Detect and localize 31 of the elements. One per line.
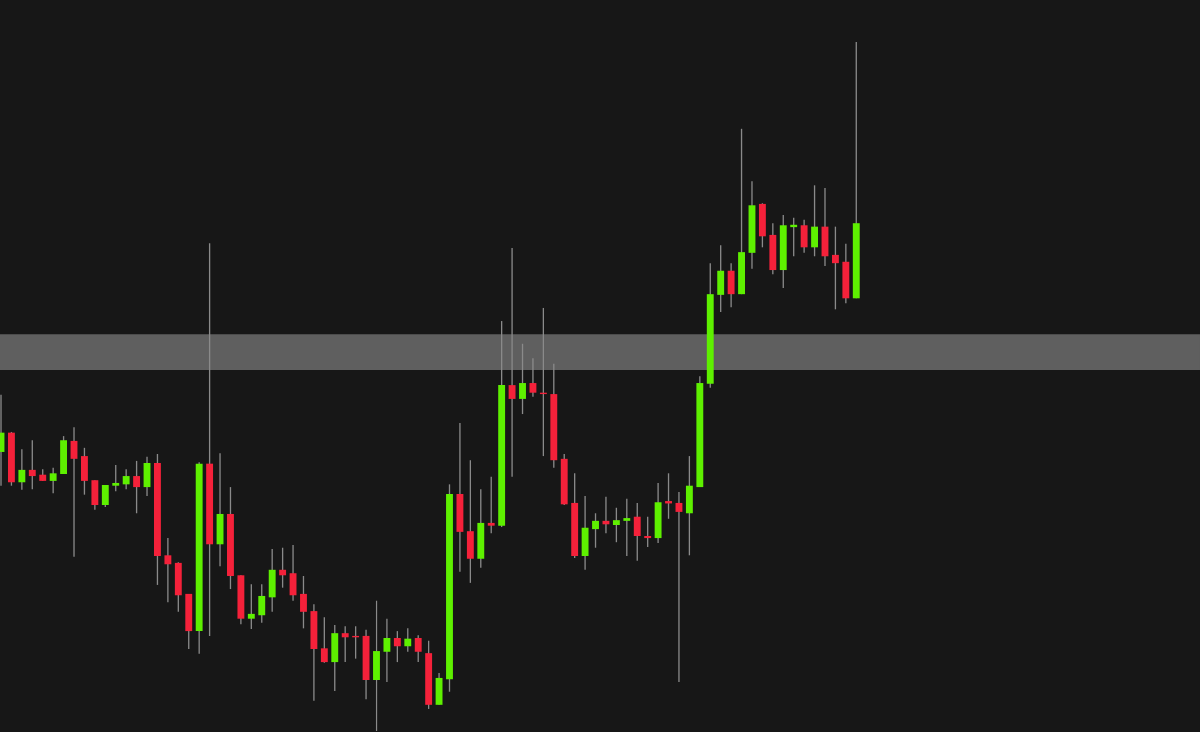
candlestick	[133, 460, 141, 514]
candlestick	[623, 498, 631, 557]
candlestick	[487, 476, 495, 534]
candlestick	[279, 547, 287, 589]
candlestick	[101, 484, 109, 508]
candlestick	[800, 219, 808, 254]
candlestick	[258, 583, 266, 624]
candlestick	[508, 247, 516, 478]
candlestick	[112, 464, 120, 492]
candlestick	[633, 502, 641, 562]
candlestick	[320, 616, 328, 664]
candlestick	[164, 537, 172, 603]
candlestick	[122, 468, 130, 490]
candlestick	[727, 262, 735, 308]
candlestick	[519, 343, 526, 415]
candlestick	[612, 507, 620, 543]
candlestick	[300, 575, 307, 629]
candlestick	[592, 512, 599, 549]
candlestick	[811, 184, 818, 257]
candlestick	[393, 630, 401, 663]
candlestick	[28, 439, 36, 490]
candlestick	[414, 634, 422, 663]
candlestick	[404, 627, 412, 653]
candlestick	[247, 583, 255, 630]
candlestick	[831, 225, 839, 310]
candlestick	[18, 448, 26, 491]
candlestick	[341, 625, 349, 663]
candlestick	[383, 618, 391, 683]
candlestick	[529, 357, 537, 398]
candlestick	[49, 467, 57, 494]
candlestick	[644, 516, 652, 548]
